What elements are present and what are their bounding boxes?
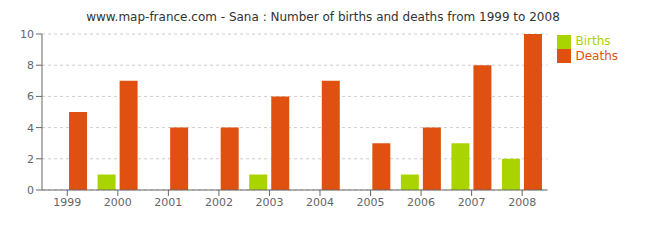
svg-text:2005: 2005 [357,196,385,209]
svg-text:1999: 1999 [53,196,81,209]
svg-text:2006: 2006 [407,196,435,209]
svg-text:2007: 2007 [458,196,486,209]
html-text:Births: Births [575,34,611,48]
svg-text:4: 4 [27,122,34,135]
svg-text:10: 10 [20,28,34,41]
svg-text:6: 6 [27,90,34,103]
svg-text:2008: 2008 [508,196,536,209]
svg-text:2001: 2001 [154,196,182,209]
svg-text:2002: 2002 [205,196,233,209]
svg-text:2: 2 [27,153,34,166]
html-text:Deaths: Deaths [575,48,618,63]
svg-text:2003: 2003 [255,196,283,209]
svg-text:2004: 2004 [306,196,334,209]
svg-text:0: 0 [27,184,34,197]
svg-text:2000: 2000 [104,196,132,209]
html-text:www.map-france.com - Sana : Nu: www.map-france.com - Sana : Number of bi… [86,10,560,24]
svg-text:8: 8 [27,59,34,72]
